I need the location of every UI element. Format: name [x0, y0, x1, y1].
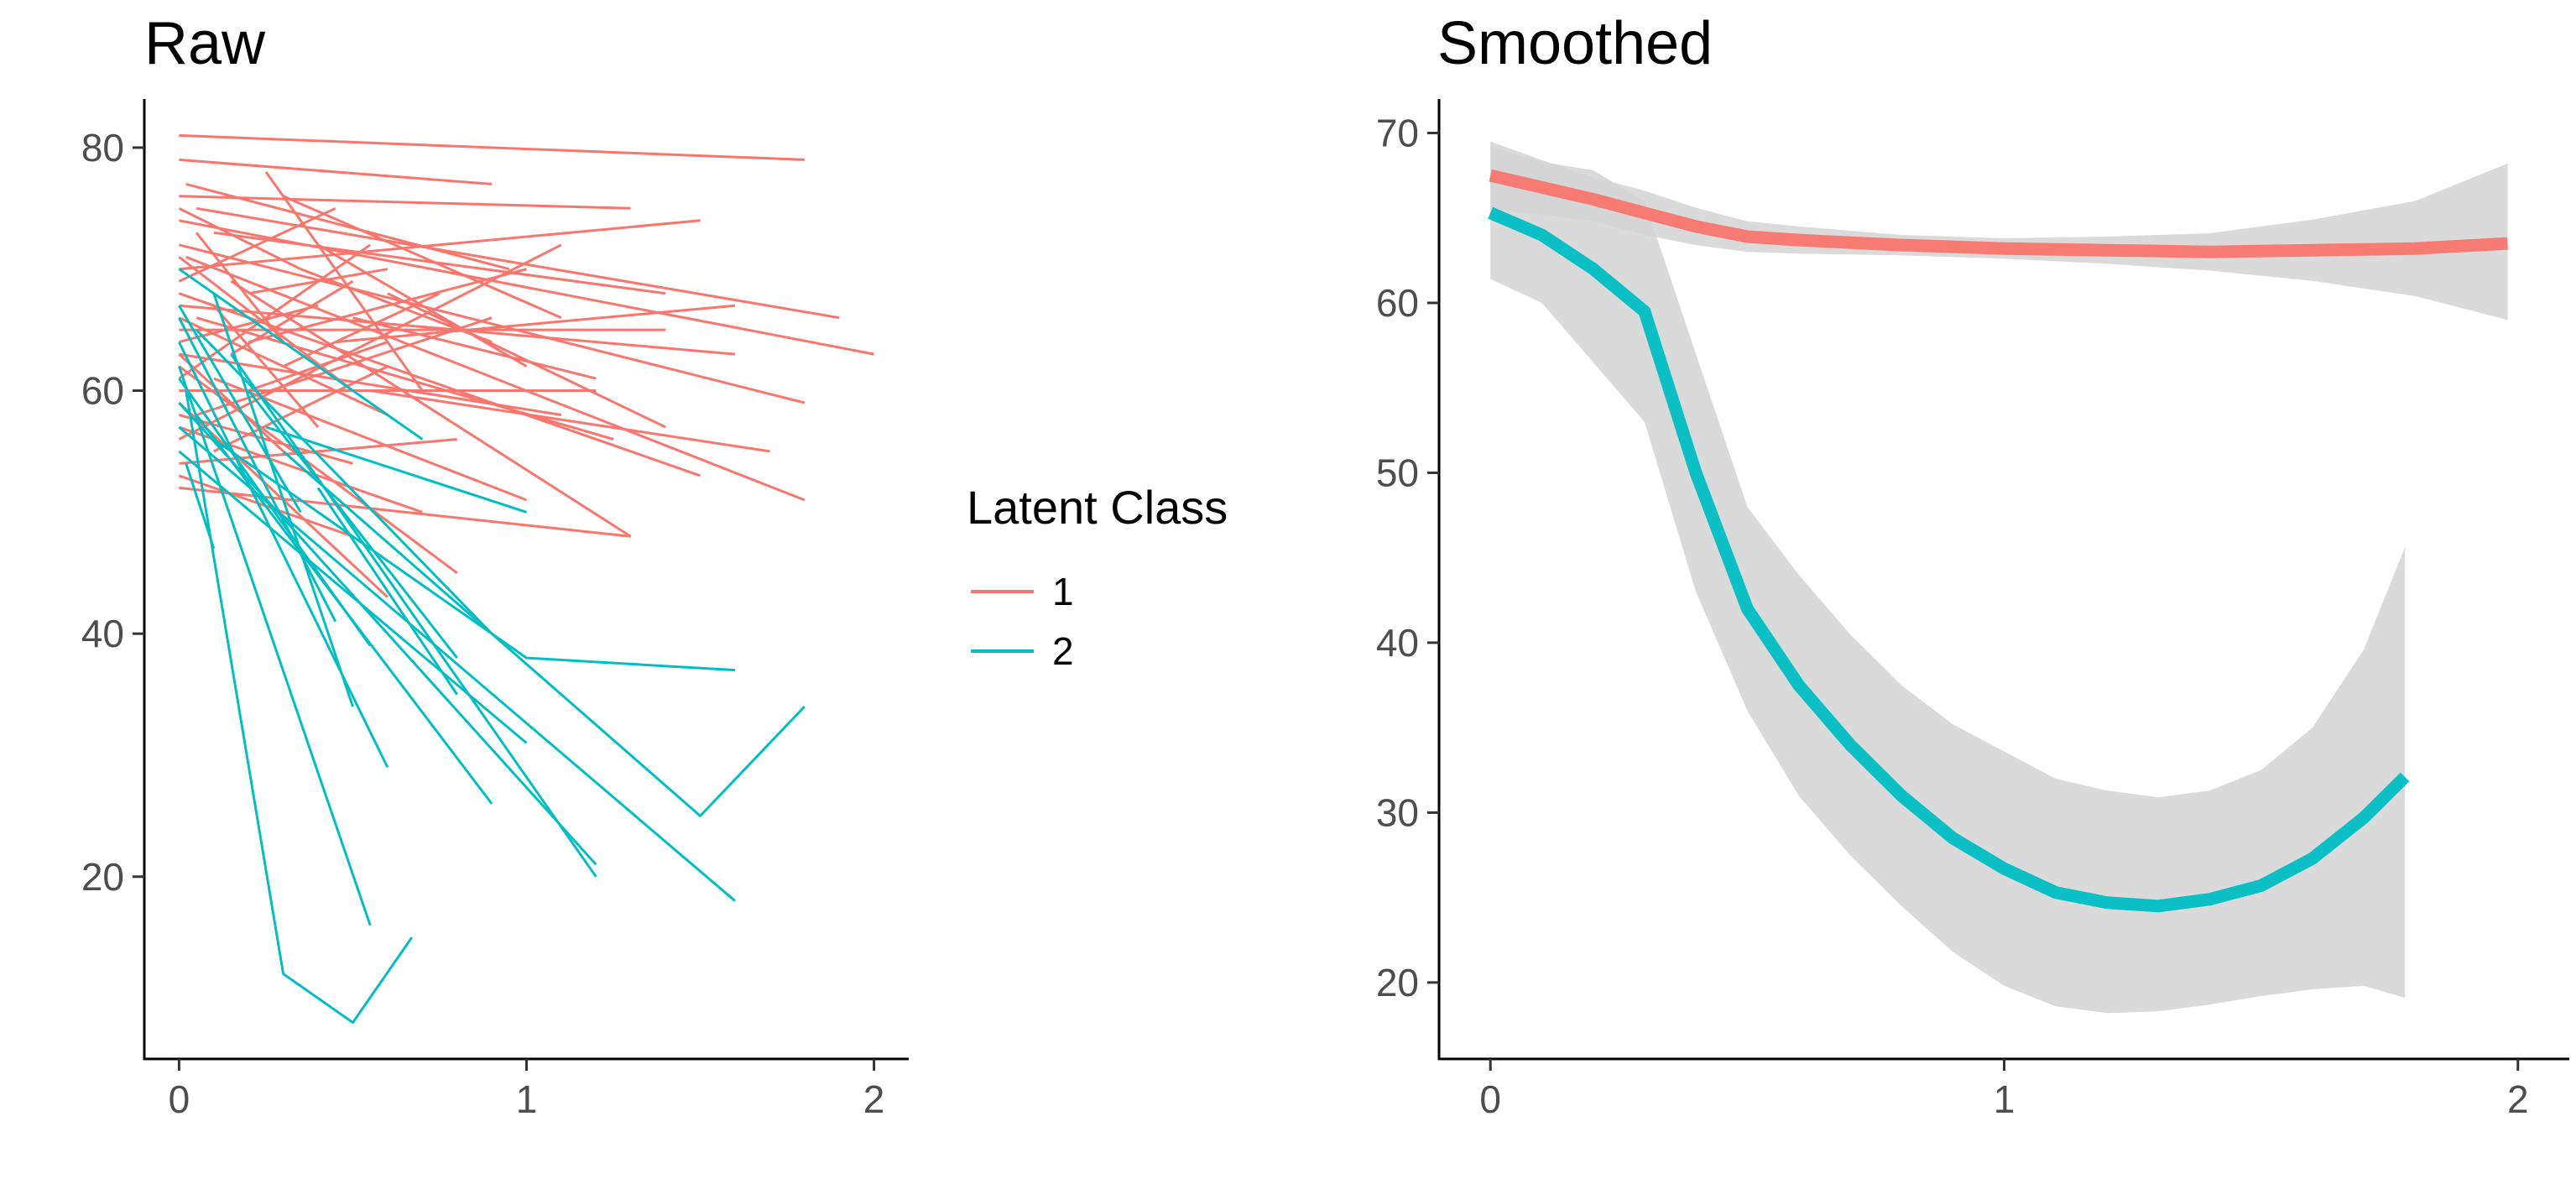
legend-label-1: 1: [1052, 570, 1074, 613]
raw-line-class1-33: [352, 316, 597, 380]
raw-y-tick-label-0: 20: [81, 855, 124, 899]
smoothed-ticks-layer: 0 1 2 20 30 40 50 60 70: [1376, 111, 2529, 1121]
raw-x-tick-label-2: 2: [863, 1077, 885, 1121]
smoothed-y-tick-label-5: 70: [1376, 111, 1419, 154]
raw-line-class1-3: [179, 195, 631, 210]
raw-line-class1-4: [196, 206, 840, 320]
raw-line-class1-28: [264, 171, 424, 392]
smoothed-panel-title: Smoothed: [1437, 10, 1713, 77]
raw-line-class1-43: [230, 279, 354, 356]
raw-line-class1-21: [196, 316, 493, 416]
raw-y-tick-label-2: 60: [81, 369, 124, 413]
raw-line-class2-8: [212, 438, 736, 672]
raw-line-class1-42: [212, 305, 320, 428]
raw-line-class1-16: [179, 352, 562, 416]
smoothed-x-tick-label-0: 0: [1479, 1077, 1501, 1121]
raw-line-class2-14: [230, 353, 597, 878]
raw-line-class1-0: [179, 133, 805, 161]
raw-line-class1-7: [179, 243, 806, 404]
smoothed-y-tick-label-2: 40: [1376, 621, 1419, 665]
raw-line-class1-23: [178, 243, 562, 441]
raw-lines-layer: [177, 133, 874, 1025]
smoothed-x-tick-label-1: 1: [1994, 1077, 2015, 1121]
raw-line-class2-12: [248, 389, 458, 660]
smoothed-y-tick-label-0: 20: [1376, 961, 1419, 1004]
raw-line-class2-13: [282, 450, 806, 817]
legend-label-2: 2: [1052, 629, 1074, 673]
raw-line-class1-35: [178, 256, 354, 392]
legend-title: Latent Class: [967, 481, 1228, 534]
raw-y-tick-label-3: 80: [81, 126, 124, 169]
raw-line-class1-27: [179, 486, 631, 538]
raw-line-class2-16: [196, 329, 493, 635]
raw-line-class2-10: [185, 462, 216, 550]
raw-line-class1-46: [178, 353, 284, 452]
raw-line-class2-4: [185, 390, 414, 1025]
raw-x-tick-label-1: 1: [516, 1077, 538, 1121]
raw-line-class1-8: [185, 255, 806, 502]
raw-line-class1-31: [317, 243, 528, 368]
raw-line-class2-3: [177, 366, 372, 926]
raw-line-class1-1: [179, 158, 493, 185]
raw-line-class2-15: [178, 378, 372, 647]
raw-line-class2-2: [178, 341, 389, 769]
raw-x-tick-label-0: 0: [169, 1077, 190, 1121]
raw-line-class1-40: [178, 414, 353, 465]
raw-line-class1-25: [179, 438, 457, 465]
smoothed-x-tick-label-2: 2: [2507, 1077, 2529, 1121]
smoothed-bands-layer: [1490, 141, 2508, 1014]
smoothed-lines-layer: [1488, 169, 2508, 913]
raw-line-class1-17: [178, 365, 458, 575]
raw-line-class1-48: [369, 389, 770, 453]
raw-panel-title: Raw: [144, 10, 266, 77]
raw-line-class1-41: [195, 232, 284, 343]
raw-y-tick-label-1: 40: [81, 612, 124, 655]
raw-line-class1-36: [178, 206, 336, 283]
raw-line-class1-10: [230, 279, 632, 538]
raw-line-class2-5: [178, 401, 597, 866]
smoothed-y-tick-label-3: 50: [1376, 451, 1419, 494]
smoothed-y-tick-label-4: 60: [1376, 281, 1419, 325]
smoothed-line-class1: [1489, 169, 2508, 258]
raw-line-class1-45: [178, 206, 301, 271]
raw-line-class1-9: [179, 219, 701, 271]
raw-line-class1-18: [213, 377, 528, 502]
raw-line-class1-49: [387, 292, 666, 429]
raw-line-class1-6: [213, 231, 666, 295]
raw-line-class1-29: [282, 195, 562, 320]
raw-line-class1-47: [335, 304, 736, 344]
raw-line-class2-18: [316, 487, 458, 696]
legend: Latent Class 1 2: [967, 481, 1228, 673]
raw-line-class2-17: [265, 425, 527, 514]
raw-line-class2-0: [178, 268, 424, 441]
raw-line-class1-39: [178, 243, 372, 380]
smoothed-panel: Smoothed 0 1 2 20 30 40 50 60 70: [1376, 10, 2569, 1121]
raw-line-class1-22: [178, 425, 423, 514]
raw-panel: Raw 0 1 2 20 40 60 80: [81, 10, 909, 1121]
smoothed-ci-band-class2: [1490, 146, 2406, 1014]
smoothed-line-class2: [1488, 206, 2410, 913]
raw-ticks-layer: 0 1 2 20 40 60 80: [81, 126, 885, 1121]
raw-line-class1-24: [213, 365, 388, 453]
smoothed-y-tick-label-1: 30: [1376, 790, 1419, 834]
raw-line-class2-19: [178, 305, 302, 514]
